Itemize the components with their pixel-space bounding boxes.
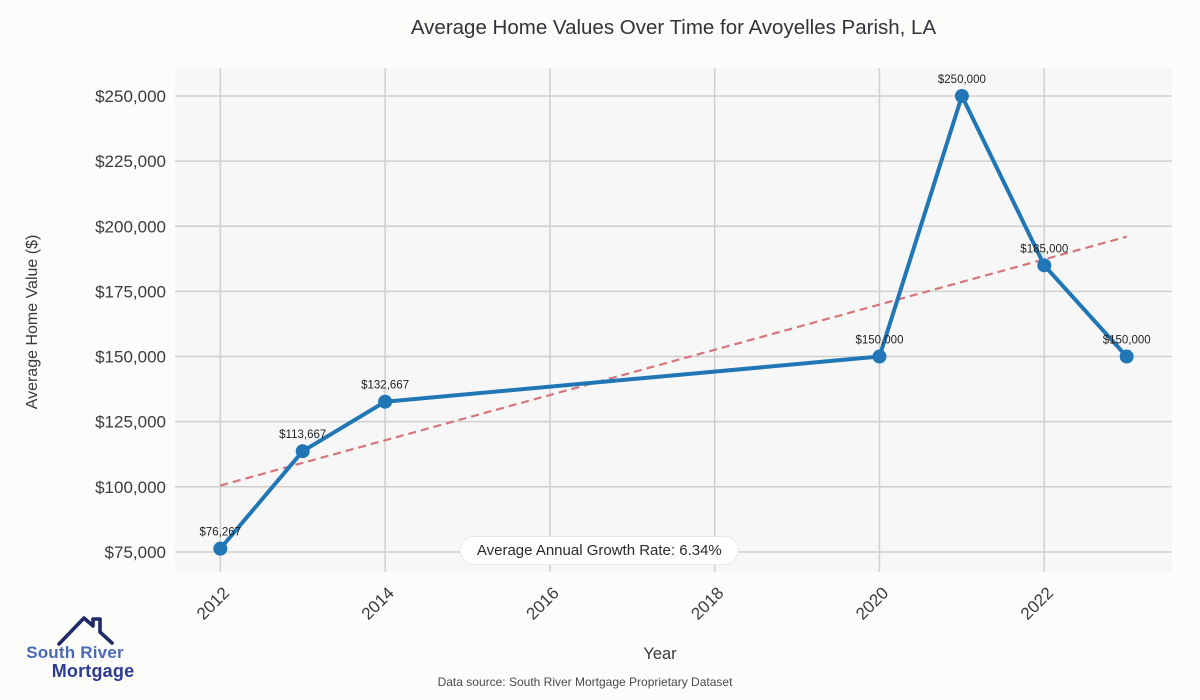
x-tick-label: 2016	[523, 583, 563, 623]
logo-text-line2: Mortgage	[51, 661, 135, 681]
data-point-marker	[872, 349, 887, 364]
data-point-label: $76,267	[200, 527, 242, 539]
data-point-marker	[954, 89, 969, 104]
data-source-note: Data source: South River Mortgage Propri…	[437, 675, 733, 689]
data-point-label: $250,000	[938, 74, 986, 86]
house-roof-icon	[57, 616, 114, 646]
south-river-mortgage-logo: South River Mortgage	[18, 612, 158, 694]
x-tick-label: 2022	[1017, 583, 1057, 623]
data-point-marker	[295, 444, 310, 459]
y-tick-label: $175,000	[95, 282, 166, 301]
data-point-label: $150,000	[1103, 335, 1151, 347]
x-tick-label: 2012	[193, 583, 233, 623]
data-point-label: $132,667	[361, 380, 409, 392]
y-tick-label: $250,000	[95, 87, 166, 106]
data-point-marker	[213, 541, 228, 556]
y-tick-label: $225,000	[95, 152, 166, 171]
y-tick-label: $100,000	[95, 478, 166, 497]
y-tick-label: $125,000	[95, 413, 166, 432]
y-tick-label: $200,000	[95, 217, 166, 236]
plot-background	[175, 68, 1172, 572]
x-tick-label: 2018	[687, 583, 727, 623]
y-tick-label: $150,000	[95, 348, 166, 367]
chart-title: Average Home Values Over Time for Avoyel…	[410, 16, 937, 39]
data-point-marker	[378, 394, 393, 409]
y-tick-label: $75,000	[105, 543, 166, 562]
trend-line	[220, 235, 1127, 487]
logo-text-line1: South River	[26, 643, 124, 662]
data-point-marker	[1037, 258, 1052, 273]
data-point-label: $113,667	[279, 429, 326, 441]
x-axis-title: Year	[643, 645, 677, 663]
x-tick-label: 2014	[358, 583, 398, 623]
data-point-marker	[1119, 349, 1134, 364]
data-point-label: $150,000	[856, 335, 904, 347]
x-tick-label: 2020	[852, 583, 892, 623]
growth-rate-annotation: Average Annual Growth Rate: 6.34%	[459, 535, 739, 565]
data-point-label: $185,000	[1020, 243, 1068, 255]
